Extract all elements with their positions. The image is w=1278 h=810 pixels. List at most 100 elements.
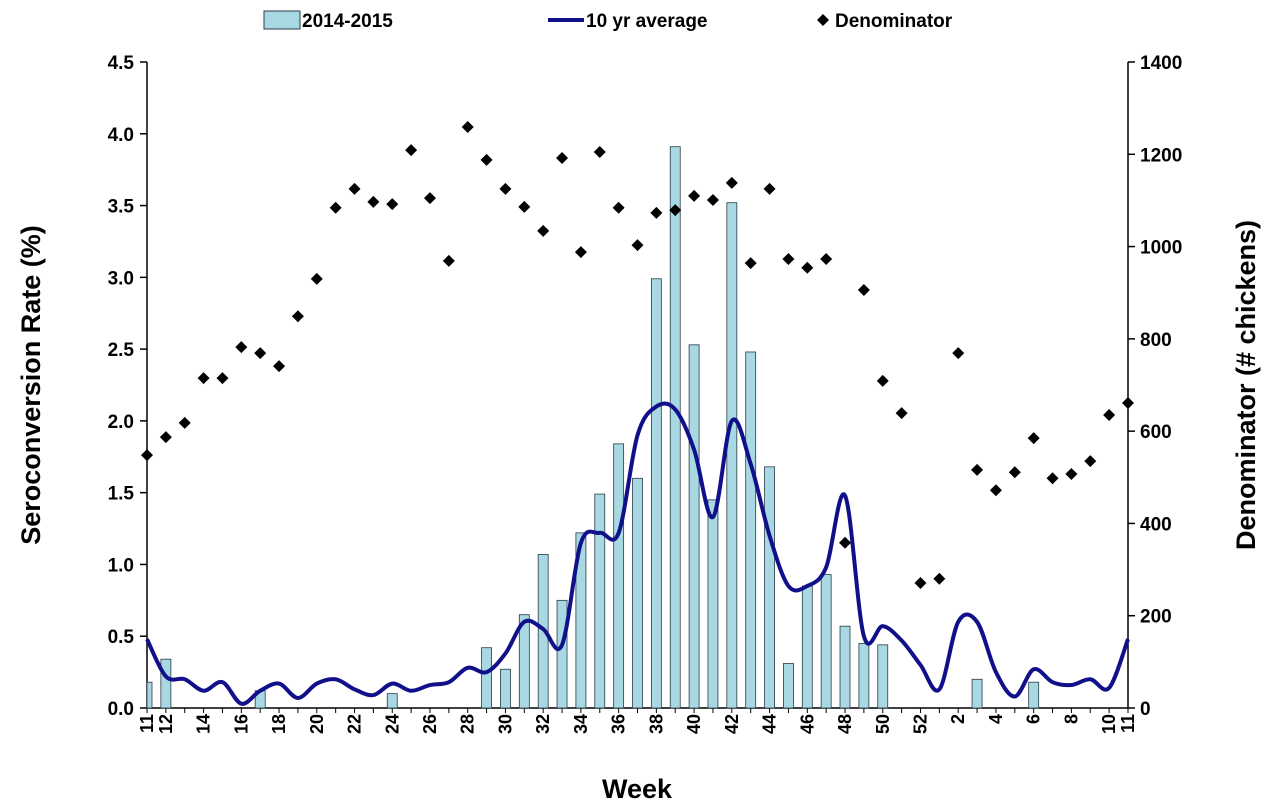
point: [820, 253, 833, 266]
point: [1084, 455, 1097, 468]
bar: [820, 574, 832, 709]
point: [141, 449, 153, 462]
point: [348, 182, 361, 195]
x-tick-label: 52: [910, 714, 930, 734]
x-tick-label: 11: [137, 714, 157, 733]
x-tick-label: 16: [231, 714, 251, 734]
bar: [160, 658, 172, 709]
y2-tick-label: 1200: [1140, 145, 1182, 166]
bar: [726, 202, 738, 709]
x-tick-label: 24: [382, 714, 402, 734]
point: [480, 153, 493, 166]
point: [423, 192, 436, 205]
bar: [1028, 681, 1040, 709]
point: [291, 310, 304, 323]
y-tick-label: 3.5: [108, 197, 135, 218]
y-tick-label: 1.5: [108, 484, 135, 505]
y-tick-label: 4.0: [108, 125, 134, 146]
bar: [500, 668, 511, 709]
x-tick-label: 10: [1099, 714, 1119, 734]
point: [310, 272, 323, 285]
y2-tick-label: 400: [1140, 514, 1172, 535]
point: [1027, 432, 1040, 445]
bar: [858, 643, 870, 709]
x-tick-label: 20: [307, 714, 327, 734]
y2-tick-label: 1000: [1140, 238, 1182, 259]
y2-tick-label: 600: [1140, 422, 1172, 443]
x-tick-label: 8: [1061, 714, 1081, 724]
point: [876, 374, 889, 387]
y-tick-label: 2.0: [108, 412, 134, 433]
x-tick-label: 12: [156, 714, 176, 734]
legend-swatch: [263, 10, 301, 30]
point: [499, 182, 512, 195]
legend-swatch: [817, 14, 829, 26]
point: [631, 239, 644, 252]
legend-label: 10 yr average: [586, 11, 708, 32]
point: [405, 144, 418, 157]
bar: [839, 625, 851, 709]
x-axis-title: Week: [602, 774, 673, 804]
y-axis-title: Seroconversion Rate (%): [16, 225, 46, 545]
point: [763, 182, 776, 195]
point: [461, 121, 474, 134]
y2-axis-title: Denominator (# chickens): [1231, 220, 1261, 550]
bar: [707, 499, 719, 709]
x-tick-label: 34: [571, 714, 591, 734]
y-tick-label: 3.0: [108, 268, 134, 289]
point: [725, 176, 738, 189]
bar: [650, 278, 662, 709]
point: [537, 224, 550, 237]
x-tick-label: 11: [1118, 714, 1138, 733]
point: [442, 254, 455, 267]
point: [518, 200, 531, 213]
point: [857, 283, 870, 296]
bar: [146, 681, 153, 709]
point: [688, 189, 701, 202]
point: [386, 198, 399, 211]
bar: [688, 344, 700, 709]
x-tick-label: 32: [533, 714, 553, 734]
bar: [518, 614, 530, 709]
x-tick-label: 22: [345, 714, 365, 734]
bar: [783, 663, 794, 709]
y2-tick-label: 800: [1140, 330, 1172, 351]
point: [895, 407, 908, 420]
y-tick-label: 1.0: [108, 555, 134, 576]
x-tick-label: 40: [684, 714, 704, 734]
x-tick-label: 44: [760, 714, 780, 734]
bar: [613, 443, 625, 709]
point: [178, 416, 191, 429]
x-tick-label: 4: [986, 714, 1006, 724]
bar: [386, 693, 398, 709]
x-tick-label: 6: [1024, 714, 1044, 724]
point: [197, 372, 210, 385]
x-tick-label: 42: [722, 714, 742, 734]
bar: [971, 678, 983, 709]
bar: [632, 477, 643, 709]
point: [782, 253, 795, 266]
point: [1065, 468, 1078, 481]
bar: [594, 493, 606, 709]
point: [801, 261, 814, 274]
point: [989, 484, 1002, 497]
bar: [575, 532, 587, 709]
y2-tick-label: 0: [1140, 699, 1151, 720]
point: [574, 246, 587, 259]
point: [216, 372, 229, 385]
point: [971, 463, 984, 476]
x-tick-label: 30: [495, 714, 515, 734]
point: [669, 204, 682, 217]
point: [612, 201, 625, 214]
x-tick-label: 2: [948, 714, 968, 724]
bar: [877, 644, 889, 709]
x-tick-label: 46: [797, 714, 817, 734]
line: [145, 401, 1130, 706]
point: [650, 206, 663, 219]
x-tick-label: 26: [420, 714, 440, 734]
bar: [745, 351, 757, 709]
bar: [669, 146, 681, 709]
point: [254, 347, 267, 360]
point: [367, 195, 380, 208]
